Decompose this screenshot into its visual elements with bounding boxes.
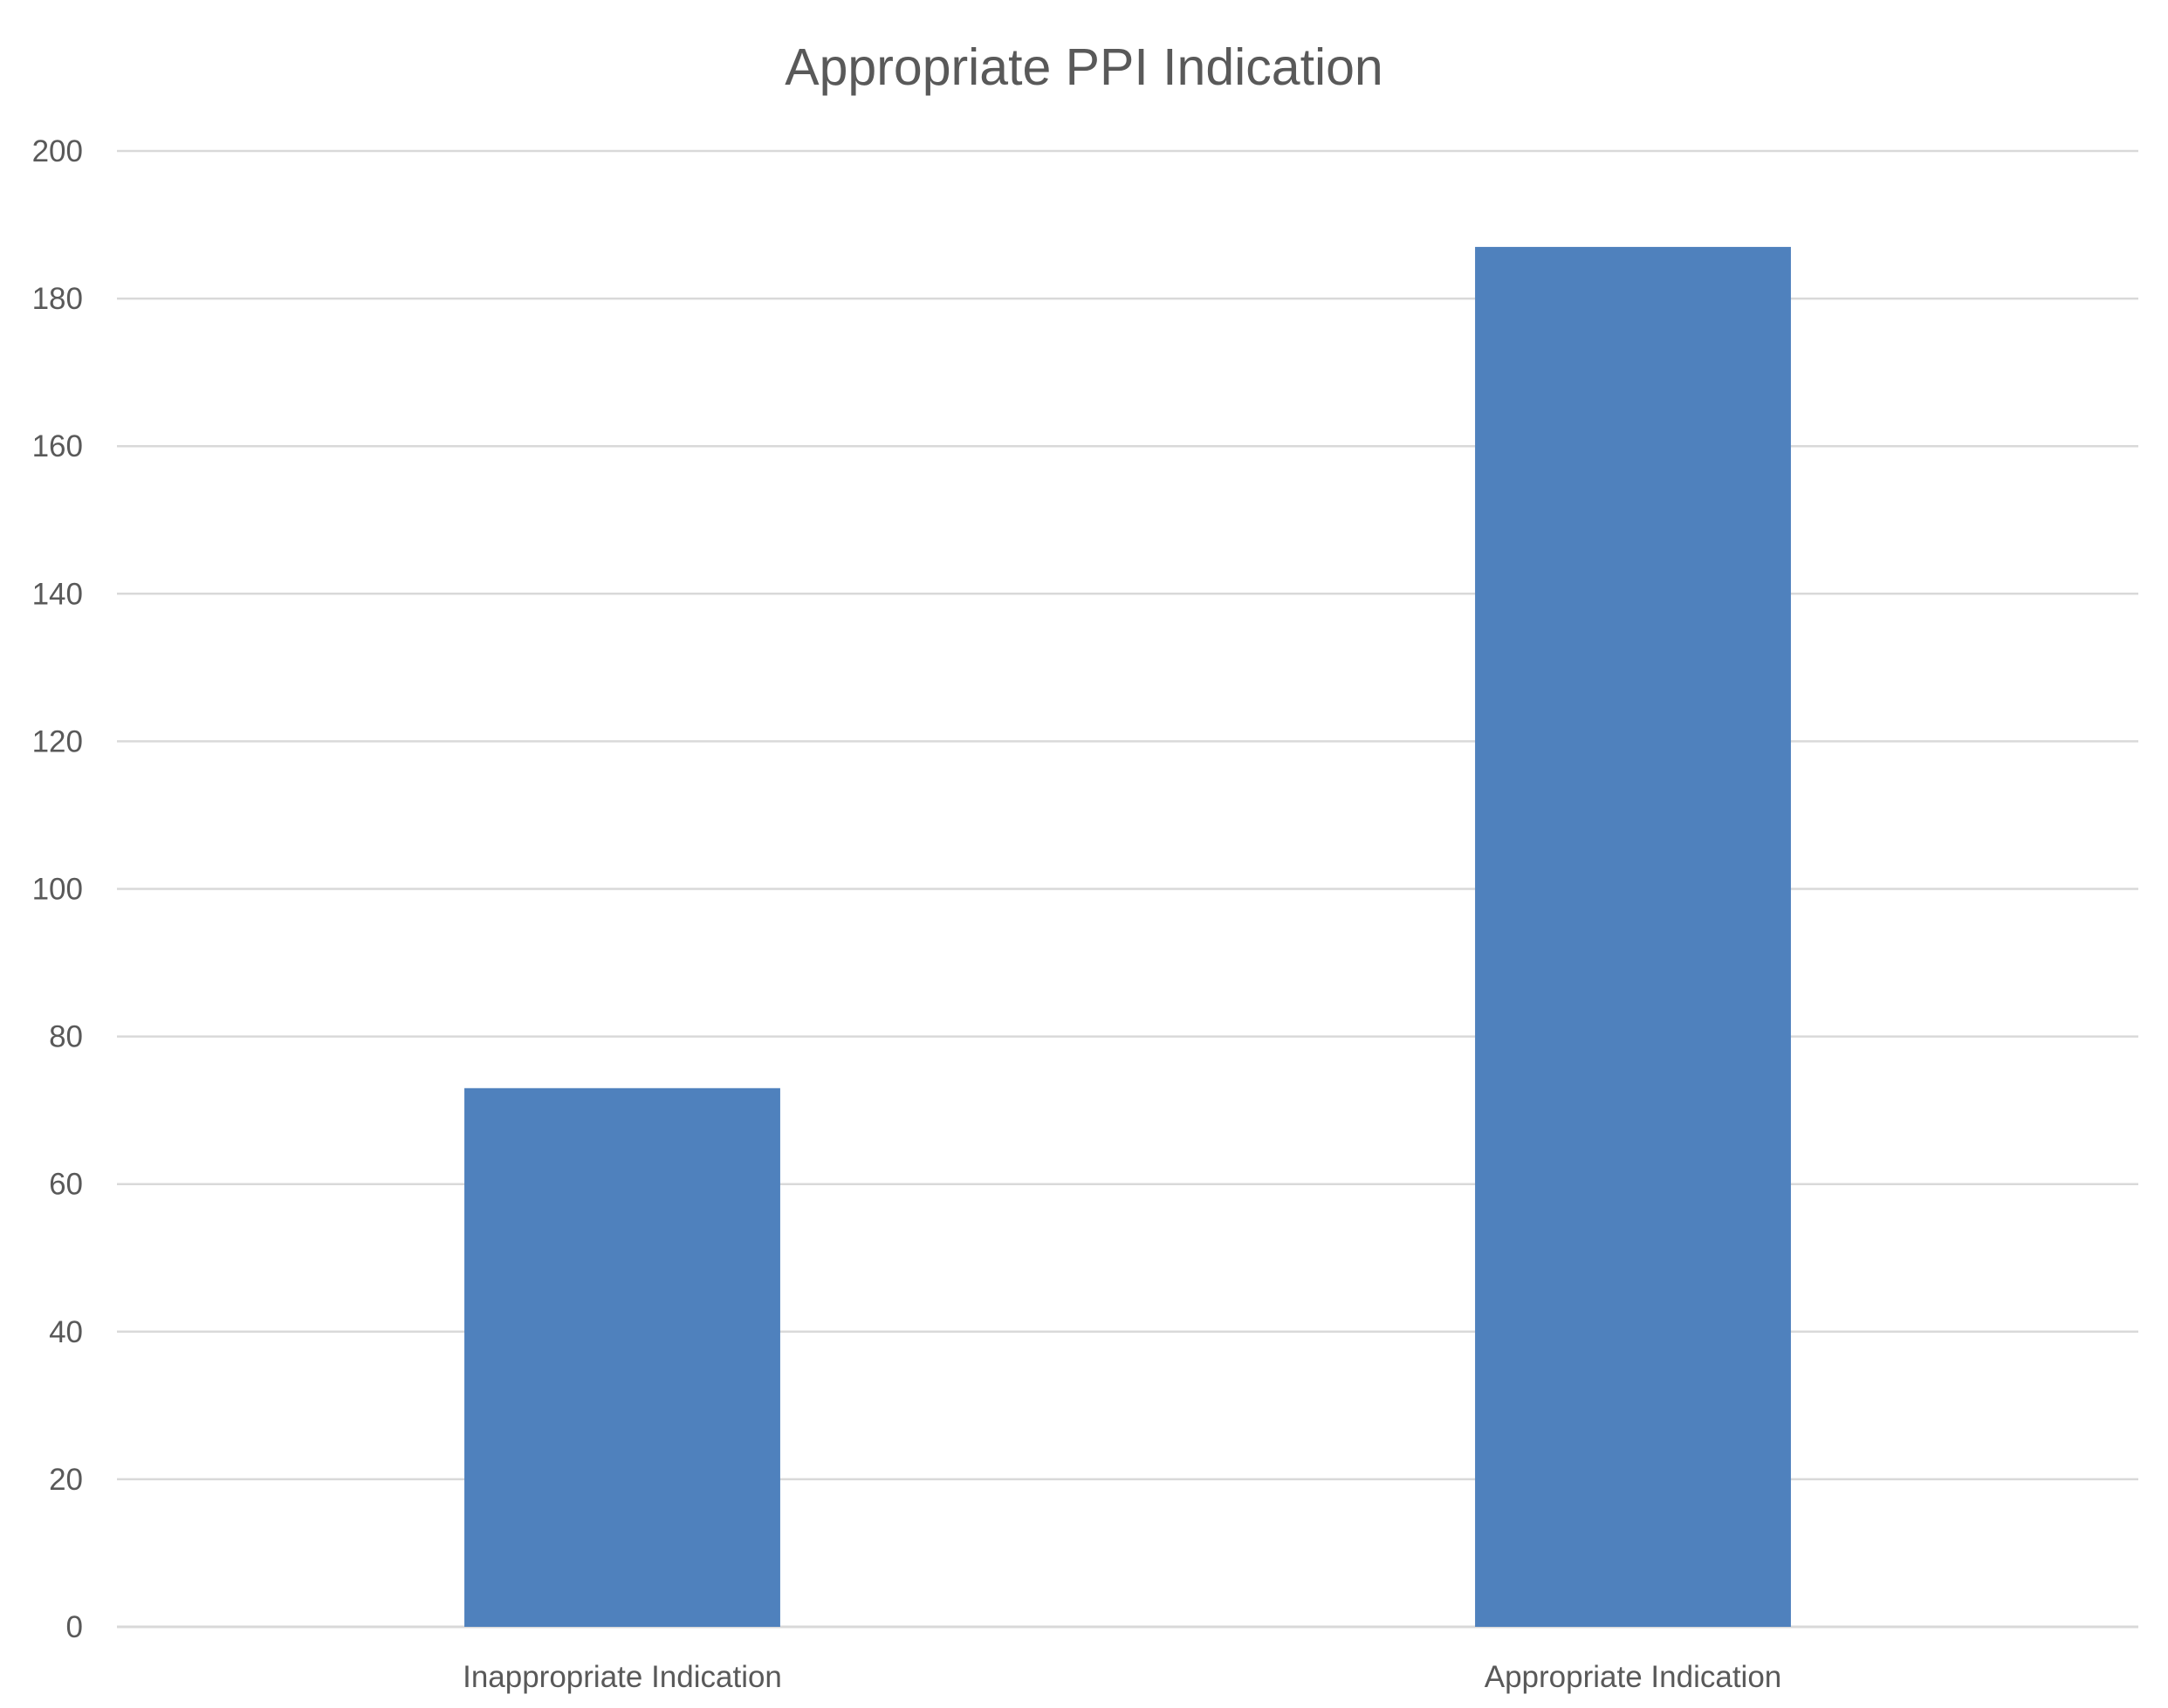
y-tick-label-120: 120: [32, 724, 83, 758]
y-tick-label-60: 60: [49, 1168, 83, 1202]
y-axis-tick-labels: 0 20 40 60 80 100 120 140 160 180 200: [32, 134, 83, 1644]
bar-appropriate-indication: [1475, 246, 1791, 1627]
y-tick-label-0: 0: [66, 1610, 83, 1644]
y-tick-label-180: 180: [32, 282, 83, 316]
y-tick-label-200: 200: [32, 134, 83, 168]
y-tick-label-20: 20: [49, 1463, 83, 1497]
gridlines: [117, 149, 2138, 1629]
y-tick-label-80: 80: [49, 1020, 83, 1054]
x-category-label-appropriate-indication: Appropriate Indication: [1485, 1660, 1782, 1694]
x-axis-category-labels: Inappropriate Indication Appropriate Indi…: [463, 1660, 1781, 1694]
chart-title: Appropriate PPI Indication: [785, 38, 1382, 96]
y-tick-label-40: 40: [49, 1315, 83, 1349]
bars: [464, 246, 1791, 1627]
x-category-label-inappropriate-indication: Inappropriate Indication: [463, 1660, 782, 1694]
y-tick-label-160: 160: [32, 429, 83, 463]
y-tick-label-140: 140: [32, 577, 83, 611]
y-tick-label-100: 100: [32, 873, 83, 907]
bar-inappropriate-indication: [464, 1087, 780, 1627]
